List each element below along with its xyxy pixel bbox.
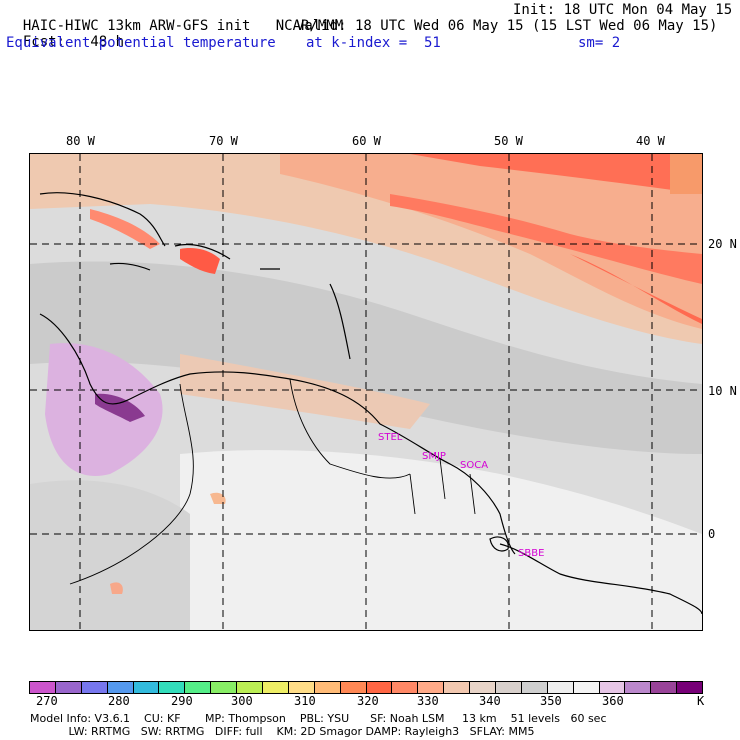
colorbar-cell [625,682,652,693]
coast-brazil [499,543,702,615]
red-zone-top [410,154,702,194]
colorbar-cell [81,682,108,693]
colorbar-cell [211,682,238,693]
theta-e-map: STEL SMJP SOCA SBBE [30,154,702,630]
gray-zone-southwest [30,480,190,630]
colorbar-cell [263,682,289,693]
site-label: SOCA [460,460,488,471]
smooth-info: sm= 2 [578,35,621,51]
cuba-hotspot [90,209,160,249]
colorbar-tick: 320 [357,694,379,708]
colorbar-cell [366,682,393,693]
colorbar-cell [237,682,264,693]
coast-jamaica [109,262,151,271]
colorbar-tick: 270 [36,694,58,708]
colorbar-cell [496,682,522,693]
colorbar-tick: 290 [171,694,193,708]
colorbar-cell [521,682,548,693]
colorbar-cell [314,682,341,693]
salmon-zone [280,154,702,329]
border-guyana [409,473,416,515]
coast-hispaniola [174,243,231,260]
gray-band-middle [30,261,702,454]
lon-label-40w: 40 W [636,134,665,148]
coast-cuba [39,192,166,247]
colorbar-tick: 310 [294,694,316,708]
country-borders [69,378,476,585]
header-init: Init: 18 UTC Mon 04 May 15 [513,2,733,18]
graticule [30,154,702,630]
fcst-value: 48 h [90,34,125,50]
colorbar-tick: 330 [417,694,439,708]
colorbar-tick: 300 [231,694,253,708]
colorbar-cell [418,682,445,693]
header-valid: Valid: 18 UTC Wed 06 May 15 (15 LST Wed … [296,18,718,34]
colorbar-cell [573,682,600,693]
header-model-name: HAIC-HIWC 13km ARW-GFS init [22,18,251,34]
border-suriname [439,458,446,500]
lon-label-80w: 80 W [66,134,95,148]
colorbar-cell [677,682,703,693]
fcst-label: Fcst: [22,34,66,50]
header-model: HAIC-HIWC 13km ARW-GFS init NCAR/MMM [6,2,343,34]
site-label: SMJP [422,451,446,462]
colorbar-cell [159,682,186,693]
lat-label-20n: 20 N [708,237,737,251]
purple-region [45,343,163,476]
colorbar-cell [392,682,419,693]
colorbar-cell [133,682,160,693]
lat-label-0: 0 [708,527,716,541]
hispaniola-hotspot [180,248,220,274]
footer-model-info-1: Model Info: V3.6.1 CU: KF MP: Thompson P… [30,712,607,725]
lon-label-50w: 50 W [494,134,523,148]
colorbar-tick: 360 [602,694,624,708]
colorbar-cell [288,682,315,693]
colorbar-cell [340,682,367,693]
purple-core [95,393,145,422]
map-panel: STEL SMJP SOCA SBBE [29,153,703,631]
colorbar-cell [599,682,626,693]
coast-south-america-north [39,313,516,555]
coastlines [39,192,702,615]
colorbar-cell [30,682,56,693]
lon-label-60w: 60 W [352,134,381,148]
site-label: STEL [378,432,403,443]
lon-label-70w: 70 W [209,134,238,148]
light-zone-south [180,450,702,630]
colorbar-cell [444,682,471,693]
colorbar-cell [651,682,678,693]
coast-lesser-antilles [329,283,351,360]
lat-label-10n: 10 N [708,384,737,398]
colorbar-tick: 350 [540,694,562,708]
header-fcst: Fcst: 48 h [6,18,124,50]
border-colombia [69,383,194,585]
red-streak-low [570,254,702,324]
orange-corner [670,154,702,194]
site-label: SBBE [518,548,544,559]
orange-speck-1 [110,582,123,594]
colorbar-cell [547,682,574,693]
colorbar-tick: 340 [479,694,501,708]
colorbar-unit: K [697,694,705,708]
colorbar-cell [55,682,82,693]
field-title: Equivalent potential temperature [6,35,276,51]
footer-model-info-2: LW: RRTMG SW: RRTMG DIFF: full KM: 2D Sm… [30,725,535,738]
border-venezuela [289,378,411,479]
colorbar [29,681,703,694]
header-org: NCAR/MMM [275,18,344,34]
colorbar-cell [107,682,134,693]
colorbar-tick: 280 [108,694,130,708]
colorbar-cell [470,682,497,693]
colorbar-cell [185,682,212,693]
coast-marajo [489,536,509,552]
border-french-guiana [469,473,476,515]
level-info: at k-index = 51 [306,35,441,51]
orange-speck-2 [210,492,226,504]
red-streak-mid [390,194,702,284]
